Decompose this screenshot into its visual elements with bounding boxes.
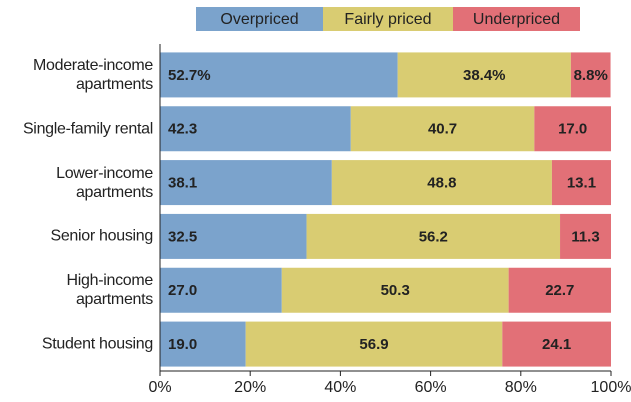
y-tick-label: Lower-income apartments (56, 164, 153, 201)
bar-segment (160, 160, 332, 206)
x-tick-label: 40% (324, 379, 356, 396)
value-label: 56.9 (359, 336, 388, 353)
y-tick-label: Senior housing (50, 227, 153, 245)
value-label: 22.7 (545, 282, 574, 299)
bar-segment (160, 213, 307, 259)
value-label: 38.4% (463, 67, 506, 84)
value-label: 27.0 (168, 282, 197, 299)
value-label: 52.7% (168, 67, 211, 84)
legend-label: Fairly priced (344, 11, 431, 28)
bar-segment (534, 106, 611, 152)
value-label: 8.8% (574, 67, 608, 84)
value-label: 50.3 (381, 282, 410, 299)
bar-segment (245, 321, 503, 367)
value-label: 19.0 (168, 336, 197, 353)
y-tick-label: High-income apartments (66, 272, 153, 309)
value-label: 32.5 (168, 228, 197, 245)
value-label: 56.2 (419, 228, 448, 245)
value-label: 40.7 (428, 121, 457, 138)
bar-segment (160, 321, 246, 367)
legend-label: Underpriced (473, 11, 560, 28)
bar-segment (281, 267, 509, 313)
value-label: 38.1 (168, 175, 197, 192)
x-tick-label: 100% (591, 379, 631, 396)
bar-segment (160, 267, 282, 313)
legend-swatch (196, 7, 323, 31)
value-label: 24.1 (542, 336, 571, 353)
value-label: 48.8 (427, 175, 456, 192)
bar-segment (551, 160, 611, 206)
y-tick-label: Moderate-income apartments (32, 56, 153, 93)
legend-swatch (453, 7, 580, 31)
legend-swatch (323, 7, 453, 31)
x-tick-label: 20% (234, 379, 266, 396)
bar-segment (331, 160, 552, 206)
legend-label: Overpriced (220, 11, 298, 28)
bar-segment (502, 321, 611, 367)
bar-segment (306, 213, 561, 259)
bar-segment (160, 106, 351, 152)
x-tick-label: 0% (148, 379, 171, 396)
value-label: 11.3 (571, 228, 599, 245)
value-label: 17.0 (558, 121, 587, 138)
bar-segment (350, 106, 535, 152)
bar-segment (570, 52, 611, 98)
bar-segment (508, 267, 611, 313)
bar-segment (160, 52, 398, 98)
value-label: 13.1 (567, 175, 596, 192)
y-tick-label: Student housing (41, 335, 153, 353)
bar-segment (560, 213, 611, 259)
bar-segment (397, 52, 571, 98)
x-tick-label: 60% (415, 379, 447, 396)
value-label: 42.3 (168, 121, 197, 138)
y-tick-label: Single-family rental (22, 120, 153, 138)
x-tick-label: 80% (505, 379, 537, 396)
